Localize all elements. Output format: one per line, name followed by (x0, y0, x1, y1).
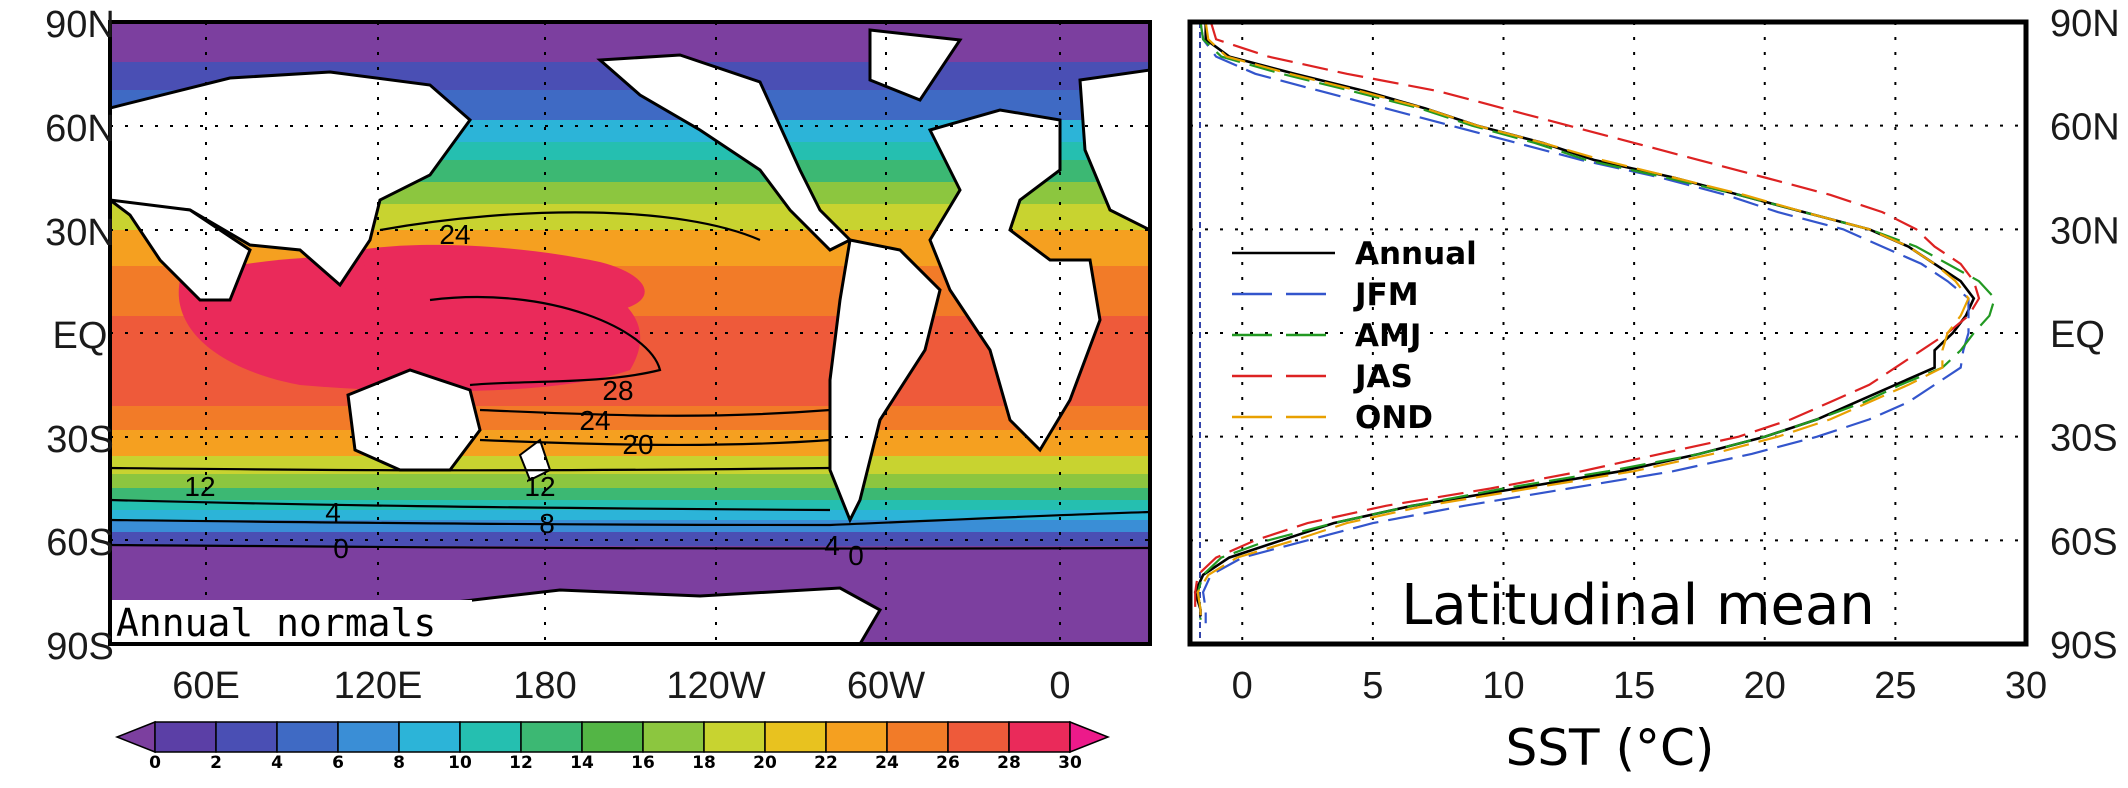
x-tick-label: 0 (1232, 665, 1253, 707)
colorbar-tick-label: 0 (149, 753, 161, 773)
y-tick-label: 30N (2050, 210, 2120, 252)
colorbar-tick-label: 18 (692, 753, 716, 773)
colorbar-swatch (520, 721, 583, 753)
x-tick-label: 0 (1049, 665, 1070, 707)
x-tick-label: 120E (334, 665, 423, 707)
x-tick-label: 25 (1874, 665, 1916, 707)
legend-label-amj: AMJ (1355, 318, 1421, 354)
colorbar-tick-label: 12 (509, 753, 533, 773)
line-plot-frame (1187, 19, 2029, 647)
sst-colorbar: 0 2 4 6 8 10 12 14 16 18 20 22 24 26 28 30 (114, 720, 1111, 773)
colorbar-swatch (642, 721, 705, 753)
colorbar-swatch (825, 721, 888, 753)
y-tick-label: 90S (46, 626, 114, 668)
colorbar-tick-label: 2 (210, 753, 222, 773)
x-tick-label: 15 (1613, 665, 1655, 707)
colorbar-swatch (703, 721, 766, 753)
legend-label-jas: JAS (1353, 359, 1413, 395)
colorbar-swatch (215, 721, 278, 753)
colorbar-tick-label: 14 (570, 753, 594, 773)
colorbar-tick-label: 26 (936, 753, 960, 773)
colorbar-swatch (154, 721, 217, 753)
colorbar-tick-label: 6 (332, 753, 344, 773)
colorbar-tick-label: 16 (631, 753, 655, 773)
colorbar-tick-label: 22 (814, 753, 838, 773)
line-y-ticks: 90N 60N 30N EQ 30S 60S 90S (2050, 3, 2120, 667)
contour-label: 24 (439, 219, 470, 250)
colorbar-max-arrow (1069, 720, 1111, 754)
x-tick-label: 60E (172, 665, 240, 707)
y-tick-label: EQ (2050, 314, 2105, 356)
colorbar-swatch (398, 721, 461, 753)
legend-label-jfm: JFM (1353, 277, 1419, 313)
y-tick-label: 30N (45, 212, 115, 254)
contour-label: 0 (333, 533, 349, 564)
legend: Annual JFM AMJ JAS OND (1232, 236, 1477, 436)
colorbar-swatch (337, 721, 400, 753)
colorbar-swatch (764, 721, 827, 753)
series-line-amj (1196, 22, 1996, 620)
colorbar-min-arrow (114, 720, 156, 754)
x-tick-label: 5 (1362, 665, 1383, 707)
contour-label: 28 (602, 375, 633, 406)
contour-label: 0 (848, 540, 864, 571)
colorbar-swatch (947, 721, 1010, 753)
legend-label-annual: Annual (1355, 236, 1477, 272)
contour-label: 24 (579, 405, 610, 436)
map-x-ticks: 60E 120E 180 120W 60W 0 (172, 665, 1070, 707)
colorbar-swatch (1008, 721, 1071, 753)
colorbar-tick-label: 30 (1058, 753, 1082, 773)
contour-label: 4 (824, 530, 840, 561)
x-axis-label: SST (°C) (1506, 719, 1715, 777)
y-tick-label: 60N (2050, 107, 2120, 149)
colorbar-swatch (581, 721, 644, 753)
line-x-ticks: 0 5 10 15 20 25 30 (1232, 665, 2047, 707)
x-tick-label: 20 (1744, 665, 1786, 707)
contour-label: 4 (325, 497, 341, 528)
line-panel-label: Latitudinal mean (1401, 573, 1875, 638)
x-tick-label: 120W (666, 665, 765, 707)
x-tick-label: 60W (847, 665, 925, 707)
y-tick-label: 60S (46, 522, 114, 564)
panel-label-bg (112, 600, 472, 642)
contour-label: 20 (622, 429, 653, 460)
colorbar-swatch (886, 721, 949, 753)
legend-label-ond: OND (1355, 400, 1433, 436)
y-tick-label: EQ (53, 315, 108, 357)
map-panel-label: Annual normals (116, 601, 436, 645)
colorbar-tick-label: 8 (393, 753, 405, 773)
series-line-ond (1196, 22, 1970, 620)
y-tick-label: 90S (2050, 625, 2118, 667)
y-tick-label: 90N (45, 4, 115, 46)
series-line-jfm (1199, 22, 1970, 624)
colorbar-swatch (276, 721, 339, 753)
latitudinal-mean-panel: Annual JFM AMJ JAS OND Latitudinal mean 0 5 10… (1187, 3, 2120, 777)
colorbar-swatch (459, 721, 522, 753)
contour-labels: 24 28 24 20 12 12 4 8 0 4 0 (184, 219, 863, 571)
y-tick-label: 60N (45, 108, 115, 150)
series-line-jas (1194, 22, 1981, 617)
contour-label: 12 (184, 471, 215, 502)
y-tick-label: 90N (2050, 3, 2120, 45)
y-tick-label: 30S (2050, 418, 2118, 460)
map-y-ticks: 90N 60N 30N EQ 30S 60S 90S (45, 4, 115, 668)
sst-heatmap (110, 22, 1150, 644)
colorbar-tick-label: 24 (875, 753, 899, 773)
colorbar-tick-label: 4 (271, 753, 283, 773)
contour-label: 12 (524, 471, 555, 502)
contour-lines (110, 211, 1150, 550)
x-tick-label: 10 (1482, 665, 1524, 707)
y-tick-label: 60S (2050, 521, 2118, 563)
colorbar-tick-label: 10 (448, 753, 472, 773)
contour-label: 8 (539, 508, 555, 539)
x-tick-label: 180 (513, 665, 576, 707)
sst-map-panel: 24 28 24 20 12 12 4 8 0 4 0 Annual norma… (45, 4, 1152, 707)
y-tick-label: 30S (46, 419, 114, 461)
colorbar-tick-label: 20 (753, 753, 777, 773)
colorbar-tick-label: 28 (997, 753, 1021, 773)
line-series (1193, 22, 1996, 624)
line-plot-bg (1190, 22, 2026, 644)
x-tick-label: 30 (2005, 665, 2047, 707)
